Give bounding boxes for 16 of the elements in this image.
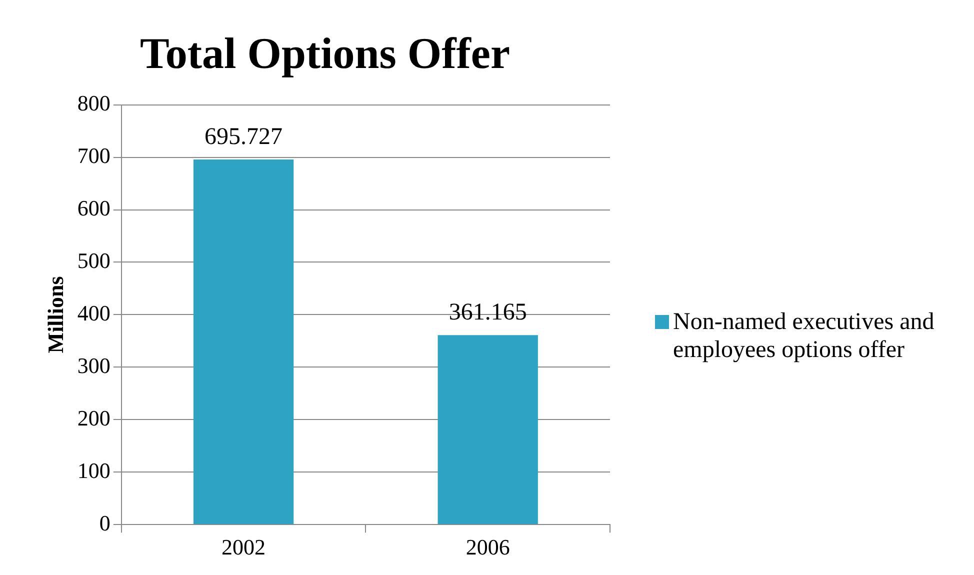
- y-tick-label: 200: [77, 405, 110, 430]
- y-tick-label: 300: [77, 352, 110, 378]
- legend-label: Non-named executives and employees options offer: [673, 308, 936, 364]
- y-tick-label: 0: [99, 510, 110, 536]
- y-tick-label: 100: [77, 458, 110, 483]
- data-label: 695.727: [204, 124, 283, 150]
- y-tick-label: 600: [77, 196, 110, 221]
- y-tick-label: 400: [77, 300, 110, 326]
- data-label: 361.165: [448, 299, 527, 326]
- chart-title: Total Options Offer: [140, 28, 510, 78]
- y-tick-label: 700: [77, 143, 110, 168]
- y-axis-title: Millions: [42, 276, 68, 354]
- x-tick-label: 2006: [466, 534, 510, 560]
- y-tick-label: 500: [77, 248, 110, 274]
- y-tick-label: 800: [77, 90, 110, 116]
- x-tick-label: 2002: [222, 534, 266, 560]
